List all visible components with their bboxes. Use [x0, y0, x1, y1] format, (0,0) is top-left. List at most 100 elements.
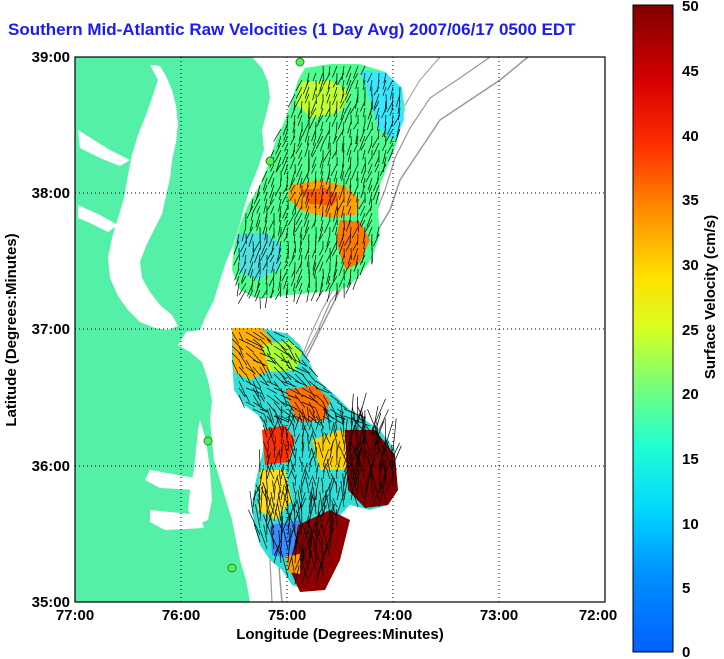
velocity-arrow	[336, 491, 345, 515]
velocity-arrow	[351, 163, 359, 179]
velocity-arrow	[296, 268, 303, 283]
velocity-arrow	[350, 72, 359, 87]
velocity-arrow	[315, 420, 320, 431]
velocity-arrow	[252, 408, 265, 415]
velocity-arrow	[287, 345, 297, 362]
velocity-arrow	[248, 233, 254, 247]
velocity-arrow	[264, 212, 268, 223]
velocity-arrow	[377, 431, 387, 459]
velocity-arrow	[304, 219, 310, 233]
velocity-arrow	[278, 470, 282, 487]
velocity-arrow	[263, 420, 268, 431]
radar-station-marker	[295, 57, 305, 67]
velocity-arrow	[280, 401, 297, 410]
velocity-arrow	[273, 545, 280, 564]
velocity-arrow	[273, 359, 284, 371]
velocity-arrow	[344, 107, 352, 123]
velocity-arrow	[274, 289, 282, 300]
velocity-arrow	[294, 499, 298, 508]
velocity-arrow	[235, 275, 240, 286]
velocity-arrow	[346, 142, 352, 156]
velocity-arrow	[273, 408, 282, 425]
velocity-arrow	[363, 435, 366, 459]
velocity-arrow	[329, 441, 334, 459]
velocity-arrow	[289, 156, 296, 170]
velocity-arrow	[238, 345, 244, 358]
y-tick-label: 37:00	[32, 321, 70, 338]
velocity-arrow	[305, 198, 310, 209]
velocity-arrow	[262, 219, 268, 235]
velocity-arrow	[262, 177, 268, 191]
velocity-arrow	[321, 525, 331, 557]
velocity-arrow	[320, 177, 324, 189]
velocity-arrow	[320, 419, 324, 431]
velocity-arrow	[375, 191, 380, 205]
velocity-arrow	[273, 539, 282, 557]
velocity-arrow	[349, 184, 352, 194]
velocity-arrow	[333, 429, 338, 445]
velocity-arrow	[322, 489, 327, 522]
velocity-arrow	[355, 254, 359, 268]
velocity-arrow	[322, 72, 331, 86]
velocity-arrow	[294, 352, 301, 362]
velocity-arrow	[365, 219, 373, 232]
velocity-arrow	[371, 421, 385, 452]
velocity-arrow	[358, 198, 366, 210]
velocity-arrow	[253, 268, 261, 282]
velocity-arrow	[362, 72, 366, 84]
velocity-arrow	[374, 424, 380, 459]
velocity-arrow	[347, 121, 352, 134]
velocity-arrow	[284, 142, 289, 152]
velocity-arrow	[308, 275, 310, 289]
velocity-arrow	[281, 268, 289, 282]
velocity-arrow	[292, 482, 296, 494]
velocity-arrow	[355, 128, 359, 144]
velocity-arrow	[250, 212, 254, 221]
velocity-arrow	[336, 198, 345, 212]
velocity-arrow	[293, 100, 296, 111]
velocity-arrow	[233, 254, 240, 266]
velocity-arrow	[274, 184, 282, 197]
velocity-arrow	[252, 338, 264, 349]
velocity-arrow	[263, 524, 268, 543]
velocity-arrow	[361, 427, 373, 459]
velocity-arrow	[319, 261, 324, 272]
velocity-arrow	[245, 380, 261, 390]
velocity-arrow	[308, 380, 319, 390]
velocity-arrow	[354, 427, 359, 445]
velocity-arrow	[290, 107, 296, 119]
velocity-arrow	[270, 491, 275, 508]
velocity-arrow	[382, 86, 387, 96]
velocity-arrow	[237, 261, 240, 271]
sound-inlet	[145, 470, 198, 490]
velocity-arrow	[329, 516, 333, 550]
velocity-arrow	[335, 226, 338, 236]
velocity-arrow	[381, 142, 387, 152]
velocity-arrow	[319, 79, 324, 92]
velocity-arrow	[252, 387, 261, 402]
velocity-arrow	[357, 198, 359, 208]
velocity-arrow	[290, 184, 296, 193]
velocity-arrow	[322, 128, 331, 144]
velocity-arrow	[238, 387, 246, 397]
velocity-arrow	[273, 474, 279, 487]
velocity-arrow	[268, 407, 275, 424]
velocity-arrow	[294, 565, 300, 585]
velocity-arrow	[291, 247, 296, 260]
velocity-arrow	[287, 352, 298, 365]
velocity-arrow	[325, 170, 331, 185]
velocity-arrow	[350, 460, 353, 480]
velocity-arrow	[325, 184, 331, 194]
velocity-arrow	[259, 359, 268, 374]
velocity-arrow	[344, 86, 352, 101]
velocity-arrow	[365, 205, 373, 217]
velocity-arrow	[287, 93, 296, 108]
velocity-arrow	[371, 440, 377, 466]
velocity-arrow	[252, 401, 268, 412]
velocity-arrow	[362, 177, 366, 188]
velocity-arrow	[335, 469, 338, 480]
velocity-arrow	[362, 79, 366, 91]
velocity-arrow	[325, 107, 331, 117]
velocity-arrow	[262, 441, 268, 452]
velocity-arrow	[301, 426, 305, 445]
